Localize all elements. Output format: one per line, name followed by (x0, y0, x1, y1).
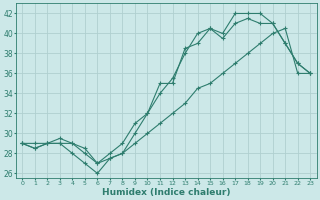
X-axis label: Humidex (Indice chaleur): Humidex (Indice chaleur) (102, 188, 230, 197)
